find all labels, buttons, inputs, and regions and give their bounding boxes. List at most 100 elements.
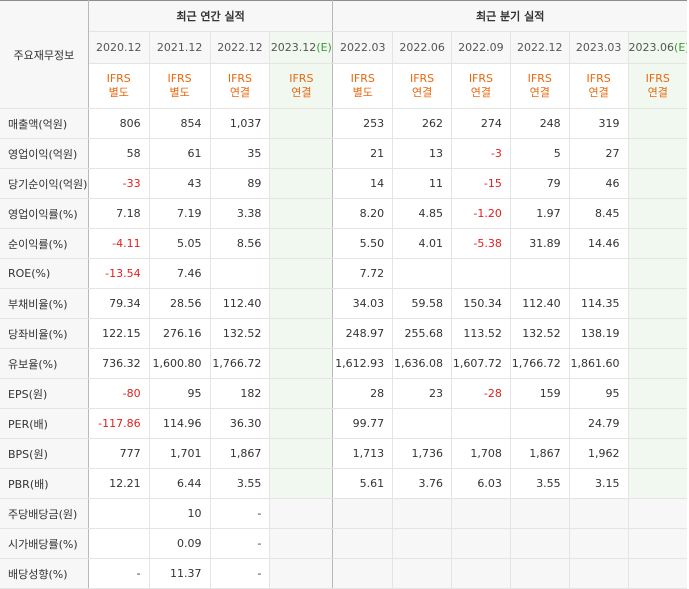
- period-label: 2022.09: [458, 41, 504, 54]
- table-cell: 1,766.72: [509, 348, 570, 379]
- table-cell: 7.46: [148, 258, 211, 289]
- table-cell: 27: [568, 138, 629, 169]
- table-cell: [627, 528, 687, 559]
- table-cell: [451, 498, 511, 529]
- table-cell: 79.34: [87, 288, 150, 319]
- accounting-standard: IFRS 연결: [269, 63, 334, 109]
- table-cell: [568, 258, 629, 289]
- period-label: 2022.12: [217, 41, 263, 54]
- standard-name: IFRS: [106, 72, 131, 85]
- table-cell: [269, 198, 334, 229]
- table-cell: 248: [509, 108, 570, 139]
- table-cell: [392, 258, 452, 289]
- standard-name: IFRS: [645, 72, 670, 85]
- standard-name: IFRS: [350, 72, 375, 85]
- table-cell: 150.34: [451, 288, 511, 319]
- table-cell: 89: [209, 168, 270, 199]
- table-cell: -3: [451, 138, 511, 169]
- table-cell: [269, 468, 334, 499]
- table-cell: 182: [209, 378, 270, 409]
- table-cell: [269, 228, 334, 259]
- table-cell: 21: [332, 138, 393, 169]
- standard-name: IFRS: [289, 72, 314, 85]
- standard-name: IFRS: [167, 72, 192, 85]
- table-cell: 35: [209, 138, 270, 169]
- table-cell: 3.76: [392, 468, 452, 499]
- row-label: PBR(배): [0, 468, 89, 499]
- table-cell: -117.86: [87, 408, 150, 439]
- row-label: 당좌비율(%): [0, 318, 89, 349]
- table-row: 배당성향(%) -11.37-: [0, 558, 687, 589]
- table-cell: 1,708: [451, 438, 511, 469]
- table-cell: [627, 108, 687, 139]
- table-cell: 11: [392, 168, 452, 199]
- table-cell: [568, 528, 629, 559]
- table-cell: 8.45: [568, 198, 629, 229]
- table-cell: [269, 168, 334, 199]
- period-header: 2022.12: [509, 31, 570, 64]
- table-cell: [627, 378, 687, 409]
- row-label-header: 주요재무정보: [0, 0, 89, 109]
- table-row: 주당배당금(원) 10-: [0, 498, 687, 529]
- table-cell: [451, 558, 511, 589]
- table-cell: 99.77: [332, 408, 393, 439]
- table-cell: 0.09: [148, 528, 211, 559]
- table-row: BPS(원) 777 1,701 1,867 1,713 1,736 1,708 1,867 1…: [0, 438, 687, 469]
- table-cell: 8.20: [332, 198, 393, 229]
- table-cell: 1,766.72: [209, 348, 270, 379]
- table-cell: 7.18: [87, 198, 150, 229]
- table-cell: [392, 558, 452, 589]
- table-cell: [509, 258, 570, 289]
- standard-name: IFRS: [409, 72, 435, 85]
- table-cell: 14.46: [568, 228, 629, 259]
- table-row: 당좌비율(%) 122.15 276.16 132.52 248.97 255.68 113…: [0, 318, 687, 349]
- table-row: EPS(원) -80 95 182 28 23 -28 159 95: [0, 378, 687, 409]
- accounting-standard: IFRS 연결: [451, 63, 511, 109]
- table-cell: 8.56: [209, 228, 270, 259]
- table-cell: [627, 198, 687, 229]
- row-label: 시가배당률(%): [0, 528, 89, 559]
- table-cell: [269, 258, 334, 289]
- table-cell: 1,962: [568, 438, 629, 469]
- table-cell: 736.32: [87, 348, 150, 379]
- period-header: 2020.12: [88, 31, 150, 64]
- table-cell: 36.30: [209, 408, 270, 439]
- period-label: 2023.03: [575, 41, 622, 54]
- period-label: 2020.12: [95, 41, 142, 54]
- table-row: 영업이익률(%) 7.18 7.19 3.38 8.20 4.85 -1.20 1.97 8.4…: [0, 198, 687, 229]
- table-cell: [509, 528, 570, 559]
- table-row: 당기순이익(억원) -33 43 89 14 11 -15 79 46: [0, 168, 687, 199]
- table-cell: 4.01: [392, 228, 452, 259]
- table-cell: [269, 438, 334, 469]
- table-cell: 58: [87, 138, 150, 169]
- table-cell: 1,600.80: [148, 348, 211, 379]
- annual-group-header: 최근 연간 실적: [87, 0, 334, 32]
- standard-name: IFRS: [527, 72, 552, 85]
- row-label: 주당배당금(원): [0, 498, 89, 529]
- table-cell: [269, 558, 334, 589]
- table-cell: 253: [332, 108, 393, 139]
- table-cell: 1,636.08: [392, 348, 452, 379]
- table-cell: [451, 408, 511, 439]
- row-label: ROE(%): [0, 258, 89, 289]
- table-cell: 43: [148, 168, 211, 199]
- table-cell: [87, 498, 150, 529]
- table-cell: 61: [148, 138, 211, 169]
- table-cell: 1,861.60: [568, 348, 629, 379]
- table-cell: [509, 408, 570, 439]
- table-cell: 1,612.93: [332, 348, 393, 379]
- table-cell: 274: [451, 108, 511, 139]
- consolidation-type: 연결: [647, 86, 668, 99]
- table-cell: [332, 558, 393, 589]
- table-cell: [627, 408, 687, 439]
- consolidation-type: 별도: [108, 86, 129, 99]
- accounting-standard: IFRS 별도: [332, 63, 393, 109]
- table-cell: [269, 528, 334, 559]
- table-cell: 6.44: [148, 468, 211, 499]
- table-cell: -15: [451, 168, 511, 199]
- table-cell: [627, 138, 687, 169]
- table-cell: [269, 288, 334, 319]
- table-cell: 1,701: [148, 438, 211, 469]
- table-cell: 3.55: [509, 468, 570, 499]
